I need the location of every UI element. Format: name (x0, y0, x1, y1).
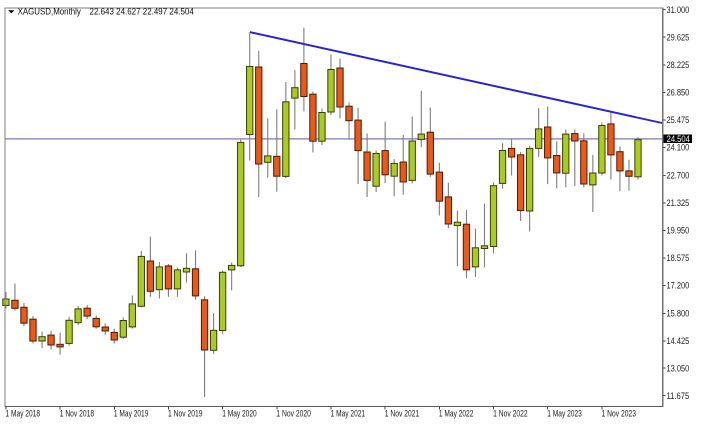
svg-text:1 May 2019: 1 May 2019 (114, 408, 148, 418)
svg-text:25.475: 25.475 (667, 115, 690, 125)
svg-text:1 Nov 2022: 1 Nov 2022 (493, 408, 527, 418)
svg-text:1 Nov 2019: 1 Nov 2019 (168, 408, 203, 418)
svg-text:19.950: 19.950 (667, 226, 690, 236)
svg-text:28.225: 28.225 (667, 60, 690, 70)
svg-text:1 May 2020: 1 May 2020 (222, 408, 257, 418)
svg-text:24.100: 24.100 (667, 143, 690, 153)
svg-text:22.643 24.627 22.497 24.504: 22.643 24.627 22.497 24.504 (90, 7, 194, 17)
svg-text:1 Nov 2020: 1 Nov 2020 (276, 408, 311, 418)
svg-text:1 May 2018: 1 May 2018 (6, 408, 41, 418)
svg-text:1 May 2023: 1 May 2023 (547, 408, 582, 418)
svg-text:1 Nov 2023: 1 Nov 2023 (602, 408, 637, 418)
svg-text:1 Nov 2021: 1 Nov 2021 (385, 408, 420, 418)
svg-text:1 May 2021: 1 May 2021 (331, 408, 366, 418)
svg-text:13.050: 13.050 (667, 363, 690, 373)
svg-text:24.504: 24.504 (667, 134, 690, 144)
svg-text:15.800: 15.800 (667, 309, 690, 319)
svg-text:22.700: 22.700 (667, 171, 690, 181)
svg-text:1 May 2022: 1 May 2022 (439, 408, 474, 418)
svg-text:14.425: 14.425 (667, 336, 690, 346)
svg-text:1 Nov 2018: 1 Nov 2018 (60, 408, 94, 418)
svg-text:17.200: 17.200 (667, 281, 690, 291)
svg-text:31.000: 31.000 (667, 5, 690, 15)
svg-text:XAGUSD,Monthly: XAGUSD,Monthly (18, 7, 82, 17)
svg-text:29.625: 29.625 (667, 32, 690, 42)
svg-text:18.575: 18.575 (667, 253, 690, 263)
svg-text:11.675: 11.675 (667, 391, 690, 401)
svg-text:21.325: 21.325 (667, 198, 690, 208)
svg-text:26.850: 26.850 (667, 88, 690, 98)
